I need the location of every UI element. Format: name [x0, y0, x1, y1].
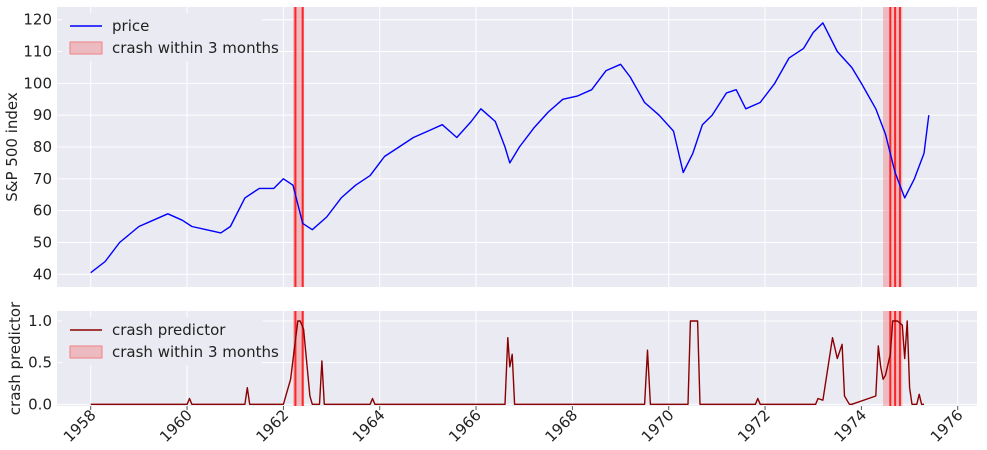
y-tick-label: 70 — [33, 170, 52, 188]
y-tick-label: 80 — [33, 138, 52, 156]
y-tick-label: 0.5 — [28, 354, 52, 372]
legend-label: crash predictor — [112, 321, 226, 339]
x-tick-label: 1974 — [830, 406, 870, 446]
legend-box — [62, 317, 262, 365]
series-line-price — [90, 22, 930, 274]
x-tick-label: 1958 — [60, 406, 100, 446]
y-tick-label: 100 — [23, 74, 52, 92]
y-tick-label: 60 — [33, 202, 52, 220]
legend-label: crash within 3 months — [112, 343, 279, 361]
x-tick-label: 1960 — [156, 406, 196, 446]
price-panel: 40 50 60 70 80 90 100 110 120 S&P 500 index price c… — [3, 7, 977, 287]
y-tick-label: 1.0 — [28, 312, 52, 330]
y-tick-label: 120 — [23, 11, 52, 29]
legend-label: price — [112, 17, 149, 35]
legend-box — [62, 13, 262, 61]
legend: crash predictor crash within 3 months — [62, 317, 279, 365]
legend: price crash within 3 months — [62, 13, 279, 61]
x-tick-label: 1962 — [252, 406, 292, 446]
x-tick-label: 1970 — [638, 406, 678, 446]
y-tick-label: 50 — [33, 233, 52, 251]
x-tick-label: 1966 — [445, 406, 485, 446]
y-axis-label: S&P 500 index — [3, 92, 21, 202]
crash-band — [883, 7, 903, 287]
x-tick-label: 1976 — [927, 406, 967, 446]
legend-label: crash within 3 months — [112, 39, 279, 57]
y-tick-label: 40 — [33, 265, 52, 283]
crash-band — [293, 311, 305, 406]
y-tick-label: 110 — [23, 43, 52, 61]
y-tick-label: 0.0 — [28, 395, 52, 413]
series-line-crash-predictor — [90, 320, 924, 405]
legend-patch-swatch — [69, 41, 103, 55]
crash-band — [883, 311, 903, 406]
y-tick-label: 90 — [33, 106, 52, 124]
crash-band — [293, 7, 305, 287]
legend-patch-swatch — [69, 345, 103, 359]
x-tick-label: 1964 — [349, 406, 389, 446]
y-axis-label: crash predictor — [6, 301, 24, 415]
x-tick-label: 1972 — [734, 406, 774, 446]
x-tick-label: 1968 — [541, 406, 581, 446]
